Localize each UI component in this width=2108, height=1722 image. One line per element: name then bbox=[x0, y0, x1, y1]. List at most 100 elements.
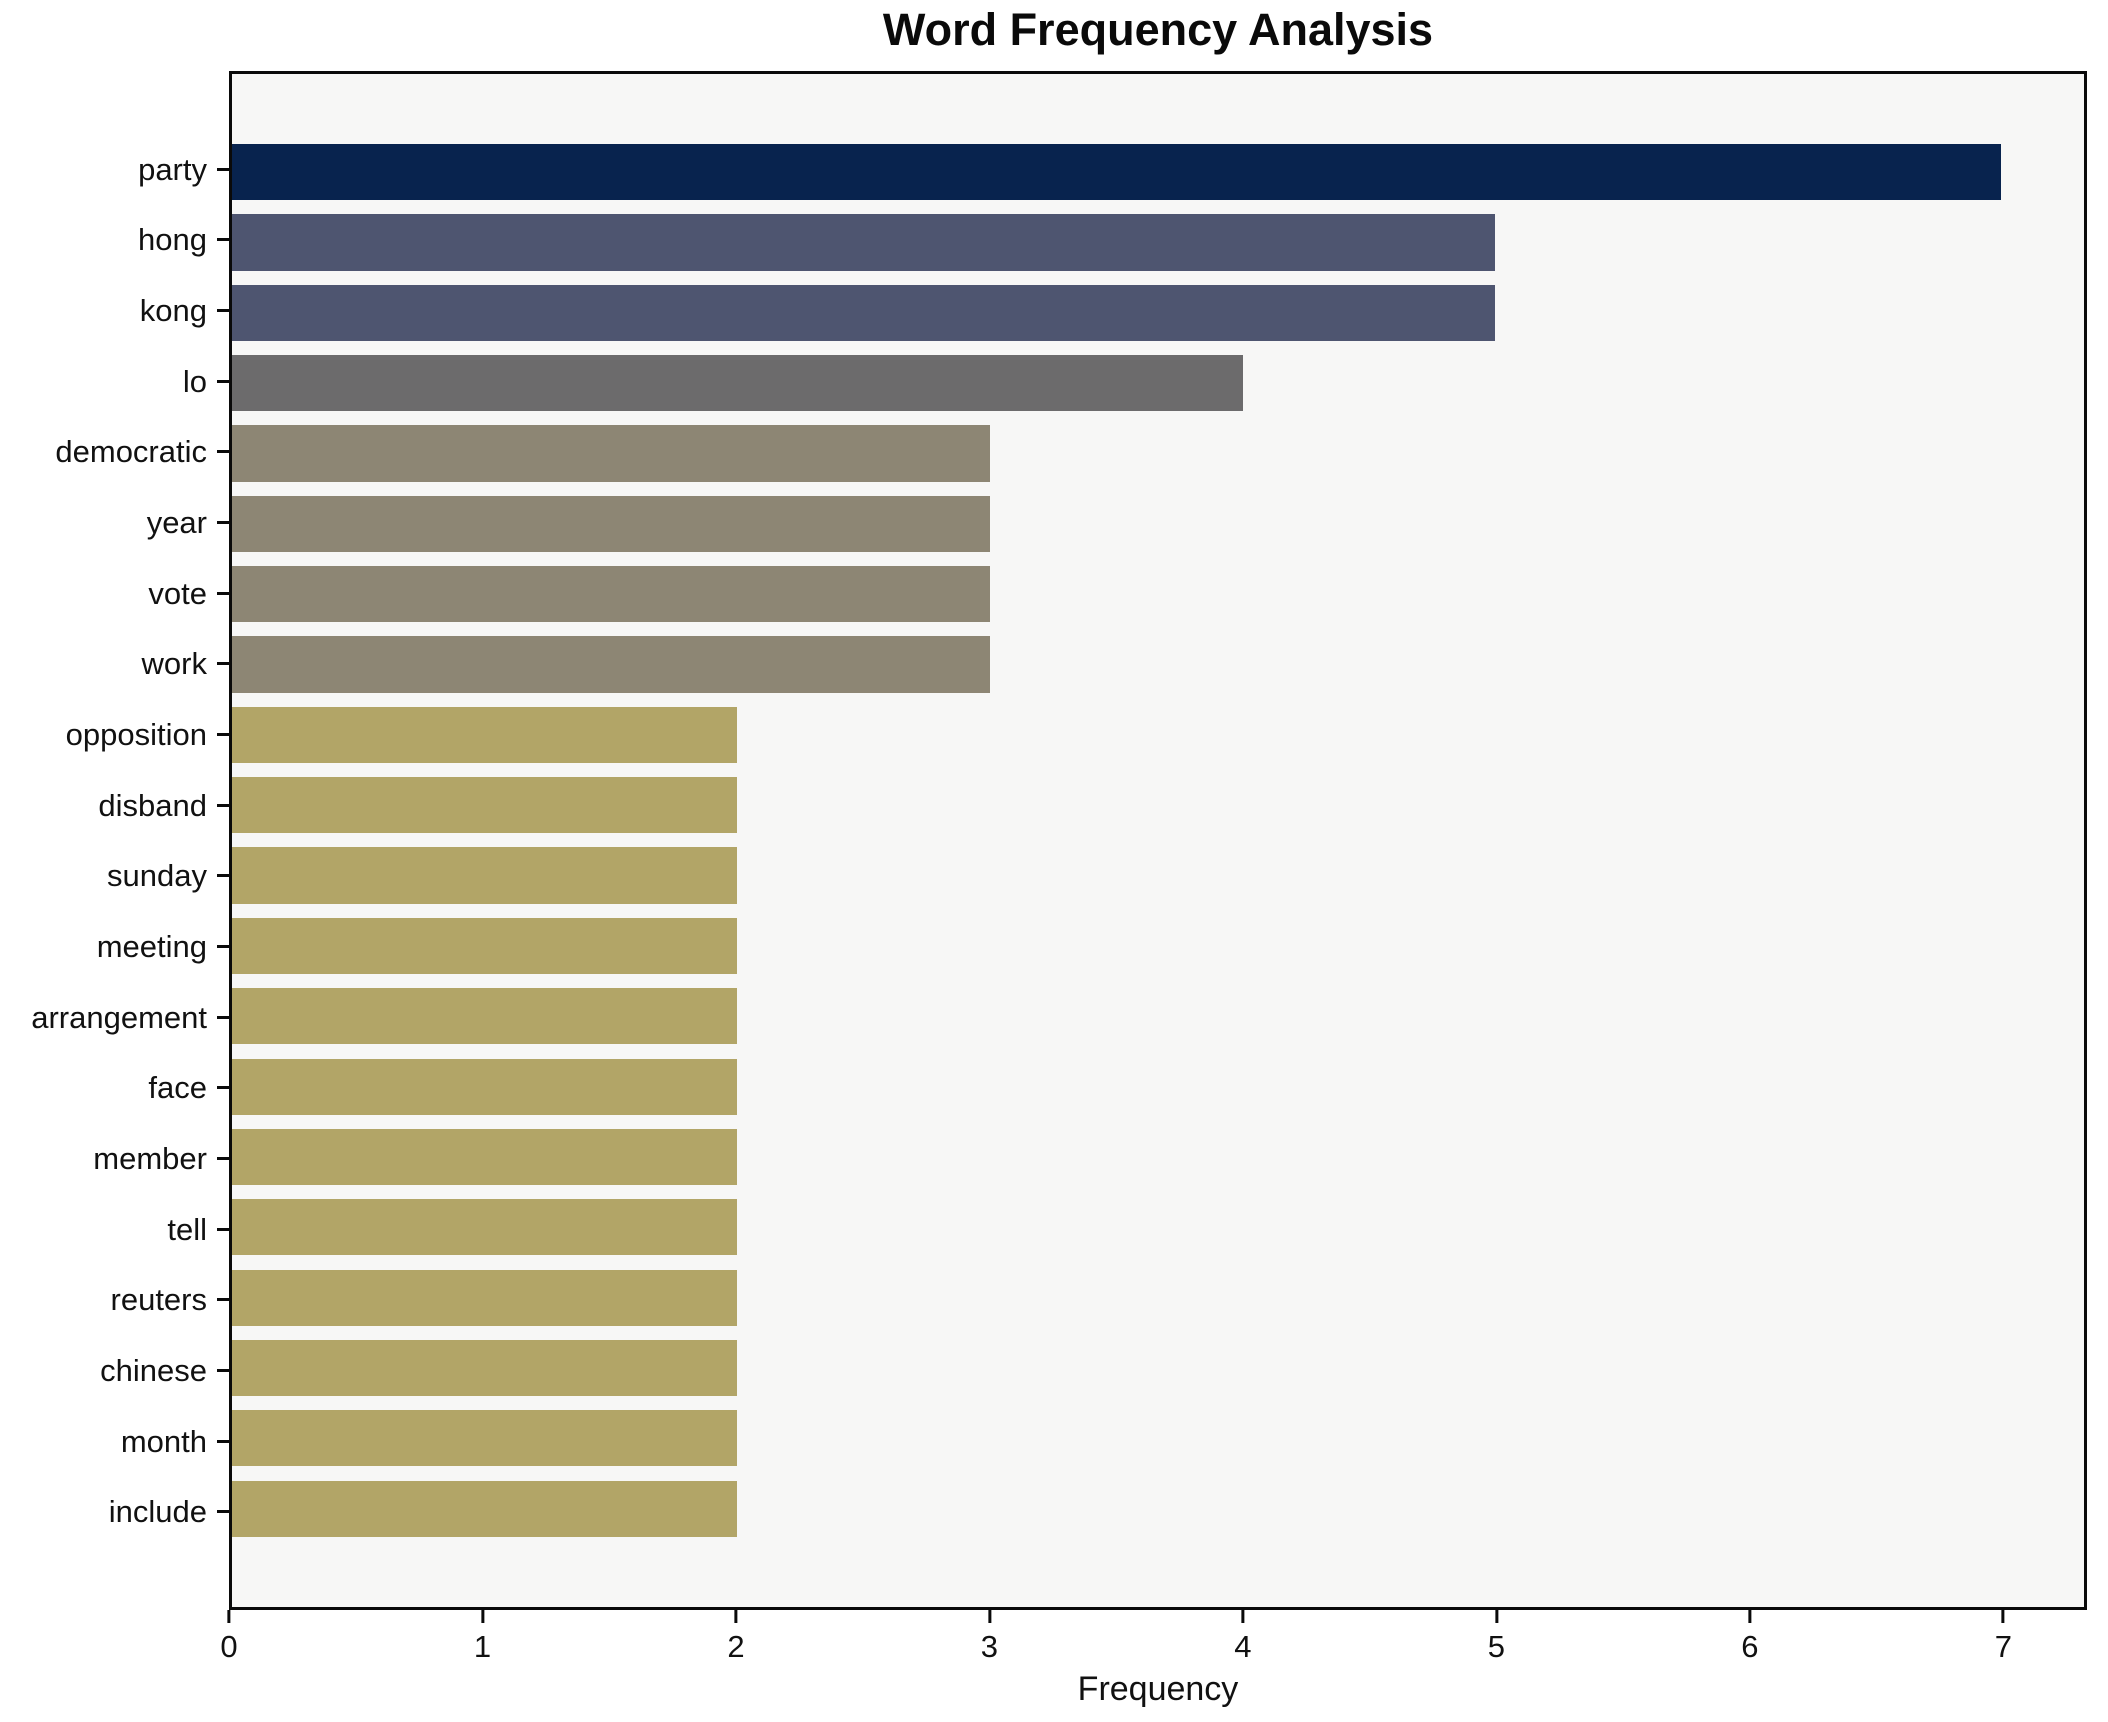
y-tick-mark bbox=[217, 238, 229, 242]
x-tick-label: 1 bbox=[473, 1629, 492, 1664]
y-tick-label: lo bbox=[182, 363, 207, 399]
bar-row bbox=[232, 1263, 2084, 1333]
y-tick-label: disband bbox=[98, 787, 207, 823]
bars-container bbox=[232, 137, 2084, 1544]
y-tick-label: kong bbox=[139, 293, 207, 329]
y-tick-row: meeting bbox=[0, 911, 229, 982]
y-tick-mark bbox=[217, 1439, 229, 1443]
x-tick: 7 bbox=[1995, 1610, 2012, 1662]
x-tick: 1 bbox=[474, 1610, 491, 1662]
y-tick-row: include bbox=[0, 1476, 229, 1547]
bar-party bbox=[232, 144, 2001, 201]
bar-row bbox=[232, 1474, 2084, 1544]
y-tick-label: opposition bbox=[65, 717, 207, 753]
bar-work bbox=[232, 636, 990, 693]
x-tick-label: 2 bbox=[727, 1629, 745, 1664]
x-tick-mark bbox=[1748, 1610, 1752, 1623]
bar-reuters bbox=[232, 1269, 738, 1326]
x-axis-title: Frequency bbox=[1077, 1670, 1239, 1708]
y-tick-row: opposition bbox=[0, 699, 229, 770]
y-tick-label: tell bbox=[167, 1211, 207, 1247]
bar-arrangement bbox=[232, 988, 738, 1045]
x-tick: 5 bbox=[1488, 1610, 1505, 1662]
x-tick-label: 0 bbox=[220, 1629, 238, 1664]
x-tick: 6 bbox=[1741, 1610, 1758, 1662]
x-tick-label: 7 bbox=[1994, 1629, 2012, 1664]
y-tick-label: member bbox=[93, 1141, 207, 1177]
y-tick-mark bbox=[217, 1086, 229, 1090]
bar-row bbox=[232, 489, 2084, 559]
x-tick: 2 bbox=[727, 1610, 745, 1664]
y-tick-label: reuters bbox=[110, 1282, 207, 1318]
y-tick-mark bbox=[217, 167, 229, 171]
bar-row bbox=[232, 559, 2084, 629]
x-tick-mark bbox=[227, 1610, 231, 1623]
bar-row bbox=[232, 629, 2084, 699]
y-tick-mark bbox=[217, 945, 229, 949]
y-tick-mark bbox=[217, 309, 229, 313]
bar-row bbox=[232, 278, 2084, 348]
y-tick-row: hong bbox=[0, 205, 229, 276]
x-tick-mark bbox=[1241, 1610, 1245, 1623]
y-tick-row: reuters bbox=[0, 1265, 229, 1336]
y-tick-mark bbox=[217, 379, 229, 383]
y-tick-row: disband bbox=[0, 770, 229, 841]
bar-member bbox=[232, 1128, 738, 1186]
y-tick-row: democratic bbox=[0, 417, 229, 488]
x-tick-label: 6 bbox=[1741, 1629, 1759, 1664]
y-tick-mark bbox=[217, 733, 229, 737]
bar-row bbox=[232, 207, 2084, 277]
y-tick-label: chinese bbox=[100, 1352, 207, 1388]
y-tick-label: party bbox=[138, 151, 207, 187]
y-tick-row: sunday bbox=[0, 841, 229, 912]
y-tick-row: month bbox=[0, 1406, 229, 1477]
y-tick-row: arrangement bbox=[0, 982, 229, 1053]
x-tick-mark bbox=[480, 1610, 484, 1623]
y-tick-label: sunday bbox=[107, 858, 207, 894]
y-tick-label: month bbox=[120, 1423, 207, 1459]
y-tick-row: kong bbox=[0, 275, 229, 346]
x-tick-mark bbox=[2001, 1610, 2005, 1623]
bar-row bbox=[232, 1403, 2084, 1473]
bar-row bbox=[232, 840, 2084, 910]
bar-row bbox=[232, 981, 2084, 1051]
y-tick-label: hong bbox=[138, 222, 207, 258]
y-tick-label: vote bbox=[148, 575, 207, 611]
y-tick-row: lo bbox=[0, 346, 229, 417]
chart-title: Word Frequency Analysis bbox=[882, 4, 1434, 55]
y-tick-row: face bbox=[0, 1053, 229, 1124]
y-tick-row: year bbox=[0, 487, 229, 558]
bar-row bbox=[232, 1051, 2084, 1121]
y-tick-mark bbox=[217, 874, 229, 878]
y-tick-label: year bbox=[146, 505, 207, 541]
x-tick-mark bbox=[734, 1610, 738, 1623]
bar-row bbox=[232, 418, 2084, 488]
y-tick-row: member bbox=[0, 1123, 229, 1194]
y-tick-mark bbox=[217, 591, 229, 595]
bar-year bbox=[232, 495, 990, 553]
y-tick-mark bbox=[217, 1298, 229, 1302]
plot-area bbox=[229, 71, 2087, 1610]
bar-lo bbox=[232, 355, 1243, 412]
y-tick-row: work bbox=[0, 629, 229, 700]
x-tick-mark bbox=[1494, 1610, 1498, 1623]
y-tick-mark bbox=[217, 1157, 229, 1161]
bar-face bbox=[232, 1058, 738, 1115]
bar-row bbox=[232, 1122, 2084, 1192]
y-tick-mark bbox=[217, 662, 229, 666]
x-axis-ticks: 0 1 2 3 4 5 6 7 bbox=[220, 1610, 2087, 1680]
y-tick-mark bbox=[217, 1368, 229, 1372]
bar-hong bbox=[232, 214, 1496, 271]
y-tick-row: party bbox=[0, 134, 229, 205]
y-tick-label: work bbox=[141, 646, 207, 682]
bar-row bbox=[232, 1333, 2084, 1403]
y-tick-label: include bbox=[108, 1494, 207, 1530]
bar-opposition bbox=[232, 706, 738, 764]
x-tick-mark bbox=[987, 1610, 991, 1623]
x-tick: 4 bbox=[1234, 1610, 1252, 1662]
y-tick-mark bbox=[217, 1015, 229, 1019]
bar-meeting bbox=[232, 917, 738, 975]
y-tick-label: democratic bbox=[55, 434, 207, 470]
bar-tell bbox=[232, 1199, 738, 1256]
